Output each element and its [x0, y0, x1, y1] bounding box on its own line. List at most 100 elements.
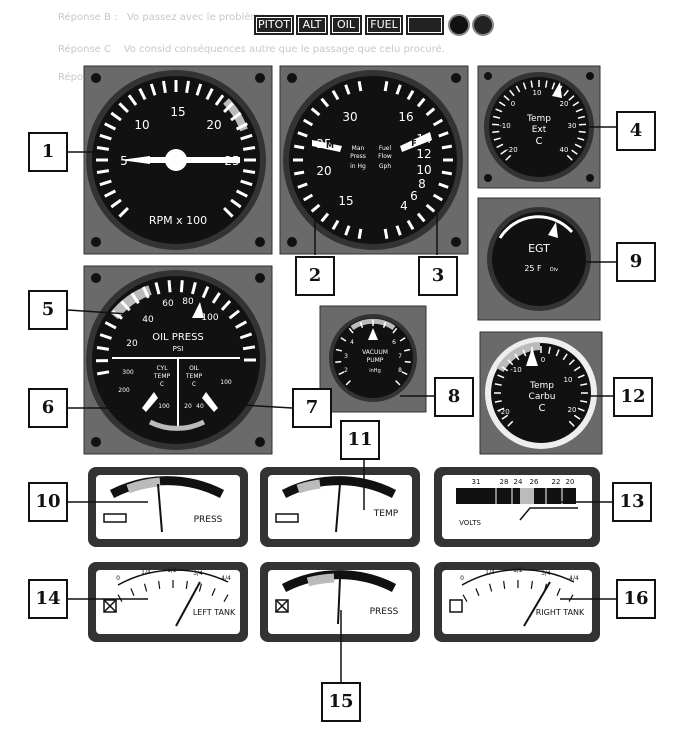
- mp-ticks-mark: [395, 84, 402, 95]
- oil-temp-label-1: OIL: [189, 365, 199, 372]
- annunciator-pitot: PITOT: [254, 15, 294, 35]
- annunciator-fuel: FUEL: [365, 15, 403, 35]
- press-small-gauge: PRESS: [88, 467, 248, 547]
- annunciator-alt: ALT: [296, 15, 328, 35]
- tc-ticks-mark: [497, 374, 505, 379]
- rpm-ticks-mark: [242, 146, 256, 151]
- te-ticks-mark: [515, 85, 521, 93]
- rpm-ticks-mark: [162, 80, 167, 94]
- callout-6: 6: [28, 388, 68, 428]
- lt-ticks-mark: [143, 583, 148, 592]
- mp-ticks-mark: [416, 212, 426, 223]
- right-tank-gauge: 0 1/4 1/2 3/4 4/4 RIGHT TANK: [434, 562, 600, 642]
- op-ticks-mark: [211, 292, 221, 304]
- lt-ticks-mark: [130, 588, 135, 596]
- vac-ticks-mark: [404, 360, 411, 363]
- op-ticks-mark: [96, 370, 110, 376]
- rpm-ticks-mark: [223, 207, 234, 218]
- lt-tick-2: 1/2: [167, 567, 177, 574]
- te-ticks-mark: [577, 137, 585, 141]
- vac-tick-8: 8: [398, 367, 402, 374]
- temp-small-gauge: TEMP: [260, 467, 420, 547]
- te-label-2: Ext: [532, 125, 547, 135]
- volts-tick-28: 28: [500, 478, 509, 486]
- callout-9: 9: [616, 242, 656, 282]
- ff-tick-16: 16: [398, 110, 413, 124]
- tc-ticks-mark: [497, 407, 505, 412]
- te-ticks-mark: [544, 80, 548, 88]
- mp-tick-20: 20: [316, 164, 331, 178]
- rpm-ticks-mark: [185, 80, 190, 94]
- lt-tick-0: 0: [116, 575, 120, 582]
- cyl-tick-200: 200: [118, 387, 130, 394]
- rpm-ticks-mark: [104, 122, 117, 131]
- rpm-gauge: 5 10 15 20 25 RPM x 100: [83, 65, 273, 255]
- callout-5: 5: [28, 290, 68, 330]
- mp-ticks-mark: [416, 97, 426, 108]
- rpm-ticks-mark: [118, 102, 129, 113]
- te-ticks-mark: [572, 101, 580, 107]
- op-ticks-mark: [190, 282, 197, 295]
- mp-ticks-mark: [320, 97, 330, 108]
- annunciator-blank: [406, 15, 444, 35]
- te-tick-20: 20: [560, 100, 569, 108]
- annunciator-oil: OIL: [330, 15, 362, 35]
- te-ticks-mark: [498, 101, 506, 107]
- vac-label-1: VACUUM: [362, 349, 388, 356]
- rpm-ticks-mark: [230, 198, 242, 209]
- oil-temp-label-3: C: [192, 381, 196, 388]
- mp-ticks-mark: [293, 170, 305, 176]
- rpm-ticks-mark: [205, 88, 214, 101]
- mp-ticks-mark: [383, 228, 389, 240]
- warning-lamp-2: [472, 14, 494, 36]
- rpm-ticks-mark: [96, 169, 110, 174]
- vac-ticks-mark: [399, 337, 406, 342]
- fuel-icon-3: [449, 599, 463, 613]
- rt-tick-3: 3/4: [541, 570, 551, 577]
- op-ticks-mark: [201, 286, 210, 299]
- op-ticks-mark: [220, 300, 232, 311]
- op-ticks-mark: [96, 346, 110, 351]
- rpm-ticks-mark: [110, 111, 122, 122]
- mp-ticks-mark: [357, 80, 363, 92]
- callout-15: 15: [321, 682, 361, 722]
- egt-gauge: EGT 25 F Div: [477, 197, 601, 321]
- mp-ticks-mark: [438, 131, 449, 138]
- press-bottom-label: PRESS: [370, 607, 399, 617]
- leader-lines: [67, 126, 616, 682]
- callout-10: 10: [28, 482, 68, 522]
- op-ticks-mark: [99, 333, 112, 340]
- mp-ticks-mark: [441, 170, 453, 176]
- tc-ticks-mark: [494, 400, 502, 403]
- te-ticks-mark: [575, 108, 583, 113]
- op-tick-80: 80: [182, 297, 194, 307]
- te-tick-30: 30: [568, 122, 577, 130]
- volts-tick-22: 22: [552, 478, 561, 486]
- rpm-tick-20: 20: [206, 118, 221, 132]
- manifold-fuel-gauge: 15 20 25 30 4 6 8 10 12 14 16 Man Press …: [279, 65, 469, 255]
- oil-tick-100: 100: [220, 379, 232, 386]
- vac-ticks-mark: [348, 327, 354, 334]
- te-ticks-mark: [495, 108, 503, 113]
- mp-ticks-mark: [297, 131, 308, 138]
- vac-tick-2: 2: [344, 367, 348, 374]
- vac-ticks-mark: [401, 371, 408, 376]
- te-tick-40: 40: [560, 146, 569, 154]
- rt-tick-4: 4/4: [569, 575, 579, 582]
- te-ticks-mark: [503, 95, 510, 101]
- mp-ticks-mark: [331, 219, 340, 231]
- te-tick-m20: -20: [506, 146, 517, 154]
- rt-ticks-mark: [475, 588, 480, 596]
- vac-ticks-mark: [345, 380, 351, 386]
- op-ticks-mark: [154, 282, 161, 295]
- rt-tick-2: 1/2: [513, 567, 523, 574]
- vac-label-3: inHg: [369, 368, 381, 374]
- mp-ticks-mark: [441, 144, 453, 150]
- te-ticks-mark: [492, 130, 500, 134]
- lt-ticks-mark: [185, 580, 188, 589]
- oil-can-icon-2: [275, 513, 299, 523]
- op-ticks-mark: [235, 320, 248, 329]
- op-tick-20: 20: [126, 339, 138, 349]
- tc-ticks-mark: [494, 383, 502, 386]
